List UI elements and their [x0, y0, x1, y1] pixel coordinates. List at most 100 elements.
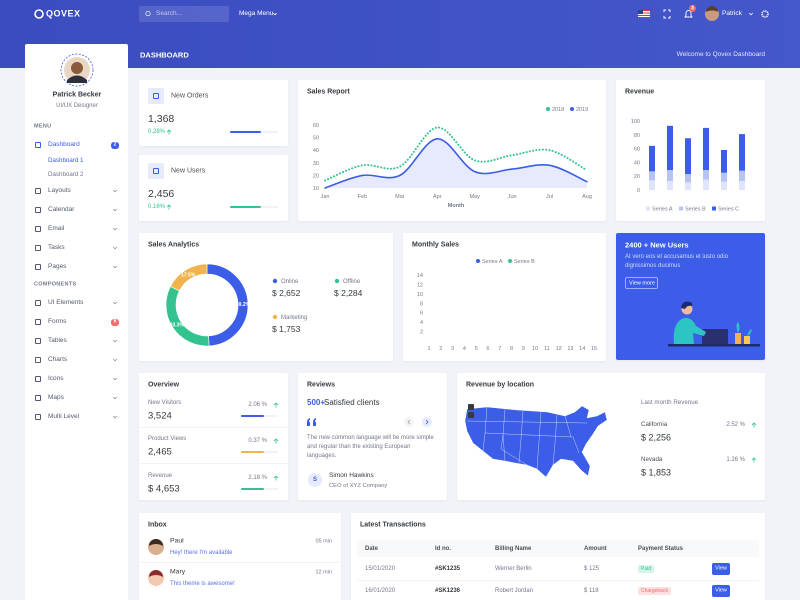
bar-segment — [685, 138, 691, 175]
menu-label: Forms — [48, 317, 67, 325]
flag[interactable] — [638, 10, 650, 18]
chevron — [748, 12, 754, 16]
bar-segment — [649, 180, 655, 190]
promo-button[interactable]: View more — [625, 277, 658, 289]
y-tick-label: 40 — [313, 148, 319, 154]
y-tick-label: 80 — [634, 133, 640, 139]
location-card: Revenue by location Last month Revenue Cal… — [457, 373, 765, 500]
menu-icon — [35, 142, 41, 148]
view-button[interactable]: View — [712, 563, 730, 575]
menu-item[interactable]: Charts — [25, 353, 128, 367]
state-change: 2.52 % — [726, 422, 745, 428]
plant-leaf — [736, 322, 752, 336]
legend-marker — [334, 278, 340, 284]
legend-label: Marketing — [281, 315, 307, 321]
table-cell: 16/01/2020 — [365, 588, 396, 594]
bar-segment — [685, 182, 691, 190]
graphic — [166, 128, 172, 134]
up-arrow — [751, 456, 757, 462]
chart-card: Monthly Sales 2 4 6 8 10 12 14 1 2 3 4 5 6 7 8 9 10 11 12 13… — [403, 233, 606, 361]
legend-marker — [272, 278, 278, 284]
stat-change: 0.16% — [148, 204, 166, 210]
legend-marker — [546, 107, 550, 111]
stat-value: 2,456 — [148, 187, 175, 200]
card-title: Revenue by location — [466, 381, 535, 389]
settings-icon[interactable] — [761, 10, 769, 18]
x-tick-label: 8 — [510, 346, 513, 352]
menu-item[interactable]: Multi Level — [25, 410, 128, 424]
graphic — [112, 415, 118, 419]
y-tick-label: 8 — [420, 301, 423, 307]
progress-fill — [230, 206, 261, 208]
menu-icon — [35, 376, 41, 382]
legend-label: Online — [281, 279, 299, 285]
chart-card: Revenue 0 20 40 60 80 100 Series A Series B Serie… — [616, 80, 765, 221]
state-change: 1.26 % — [726, 457, 745, 463]
mega-menu[interactable]: Mega Menu — [237, 6, 281, 22]
view-button[interactable]: View — [712, 585, 730, 597]
user-name: Patrick — [722, 9, 742, 17]
graphic — [273, 401, 279, 407]
menu-item[interactable]: Layouts — [25, 184, 128, 198]
menu-label: Icons — [48, 374, 64, 382]
x-tick-label: 4 — [463, 346, 466, 352]
menu-item[interactable]: Calendar — [25, 203, 128, 217]
menu-item[interactable]: Tables — [25, 334, 128, 348]
x-tick-label: 15 — [591, 346, 597, 352]
menu-icon — [35, 300, 41, 306]
graphic — [60, 53, 94, 87]
menu-item[interactable]: Icons — [25, 372, 128, 386]
graphic — [464, 405, 608, 478]
profile-name: Patrick Becker — [52, 91, 102, 99]
menu-item[interactable]: Forms 6 — [25, 315, 128, 329]
legend-label: Series C — [718, 207, 739, 213]
message-time: 05 min — [315, 538, 332, 545]
graphic — [112, 358, 118, 362]
overview-fill — [241, 415, 264, 417]
table-header: Payment Status — [638, 545, 684, 552]
menu-item[interactable]: Dashboard 2 — [25, 138, 128, 152]
state-value: $ 2,256 — [641, 432, 672, 443]
search-box[interactable]: Search... — [139, 6, 229, 22]
menu-item[interactable]: Pages — [25, 260, 128, 274]
x-axis-title: Month — [448, 203, 465, 209]
chevron — [112, 415, 118, 419]
graphic — [145, 10, 151, 17]
fullscreen-icon[interactable] — [663, 9, 671, 19]
graphic — [112, 227, 118, 231]
x-tick-label: 7 — [498, 346, 501, 352]
divider — [139, 463, 288, 464]
up-arrow — [166, 128, 172, 134]
zoom-in[interactable] — [468, 404, 474, 410]
menu-item[interactable]: Tasks — [25, 241, 128, 255]
y-tick-label: 10 — [417, 292, 423, 298]
prev-button[interactable] — [404, 417, 414, 427]
menu-item[interactable]: UI Elements — [25, 296, 128, 310]
graphic: 49.2% 33.3% 17.5% Online $ 2,652 Offline $ 2,2… — [165, 263, 363, 347]
bar-segment — [739, 170, 745, 182]
status-badge: Chargeback — [638, 587, 671, 595]
menu-item[interactable]: Email — [25, 222, 128, 236]
menu-item[interactable]: Maps — [25, 391, 128, 405]
x-tick-label: 10 — [532, 346, 538, 352]
menu-label: UI Elements — [48, 298, 84, 306]
view-button-label: View — [715, 587, 727, 594]
state-name: Nevada — [641, 455, 663, 463]
next-button[interactable] — [422, 417, 432, 427]
zoom-out[interactable] — [468, 412, 474, 418]
profile-body — [67, 75, 87, 83]
graphic — [751, 456, 757, 462]
graphic — [112, 189, 118, 193]
author-avatar — [308, 473, 322, 487]
avatar-hair — [149, 570, 163, 577]
menu-badge-text: 6 — [113, 318, 117, 325]
state-value: $ 1,853 — [641, 467, 672, 478]
legend-marker — [476, 259, 480, 263]
y-tick-label: 20 — [313, 173, 319, 179]
submenu-item[interactable]: Dashboard 2 — [25, 169, 128, 181]
submenu-item[interactable]: Dashboard 1 — [25, 155, 128, 167]
welcome-text: Welcome to Qovex Dashboard — [676, 50, 765, 58]
table-cell: #SK1236 — [435, 588, 461, 594]
overview-value: $ 4,653 — [148, 483, 180, 495]
search-icon — [145, 10, 151, 17]
